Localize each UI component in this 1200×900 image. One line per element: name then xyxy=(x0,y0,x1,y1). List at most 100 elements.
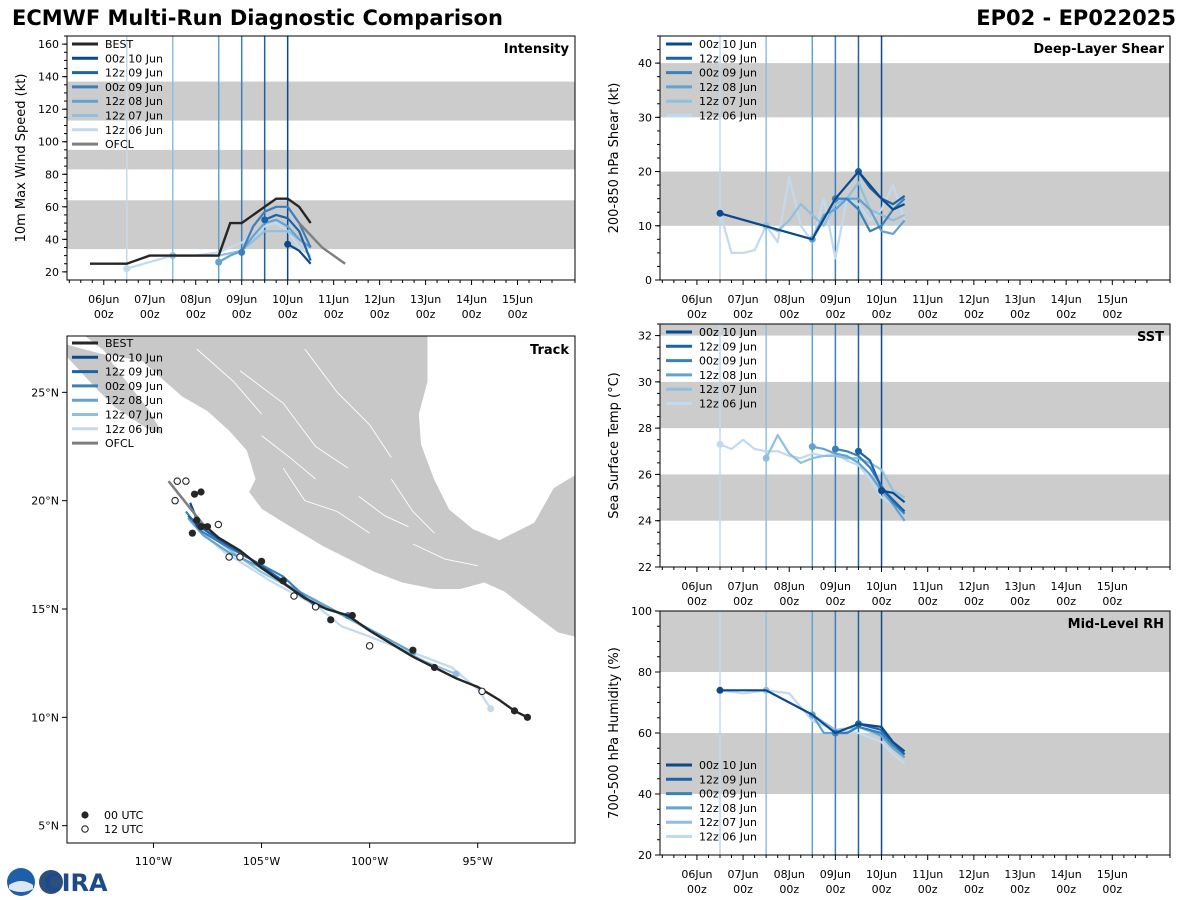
y-tick-label: 20 xyxy=(638,166,652,179)
x-tick-label: 14Jun xyxy=(1051,293,1082,306)
legend-label: 12z 08 Jun xyxy=(105,394,163,407)
y-tick-label: 40 xyxy=(638,788,652,801)
x-tick-label: 14Jun xyxy=(1051,868,1082,881)
series-line-00z-09-jun xyxy=(835,447,906,515)
x-tick-sublabel: 00z xyxy=(872,595,892,608)
track-start-marker xyxy=(487,705,495,713)
threshold-band xyxy=(660,171,1170,226)
legend-label: 12z 09 Jun xyxy=(699,773,757,786)
state-border xyxy=(261,435,316,480)
x-tick-sublabel: 00z xyxy=(779,883,799,896)
y-tick-label: 0 xyxy=(645,274,652,287)
track-panel: 110°W 105°W 100°W 95°W 5°N 10°N 15°N 20°N 25°N Tr… xyxy=(31,335,576,868)
x-tick-sublabel: 00z xyxy=(825,883,845,896)
series-start-marker xyxy=(238,248,246,256)
x-tick-sublabel: 00z xyxy=(779,595,799,608)
x-tick-label: 13Jun xyxy=(1004,580,1035,593)
legend-label: 00z 09 Jun xyxy=(699,788,757,801)
y-axis-label: 700-500 hPa Humidity (%) xyxy=(607,647,622,819)
x-tick-label: 09Jun xyxy=(820,293,851,306)
x-tick-sublabel: 00z xyxy=(186,308,206,321)
y-tick-label: 26 xyxy=(638,468,652,481)
x-tick-sublabel: 00z xyxy=(964,308,984,321)
lon-tick-label: 95°W xyxy=(463,855,493,868)
plot-frame xyxy=(659,323,1171,568)
state-border xyxy=(390,478,435,534)
lon-tick-label: 110°W xyxy=(135,855,172,868)
state-border xyxy=(412,543,478,567)
y-tick-label: 40 xyxy=(45,233,59,246)
best-point-12utc xyxy=(290,592,298,600)
threshold-band xyxy=(660,733,1170,794)
series-start-marker xyxy=(716,440,724,448)
x-tick-sublabel: 00z xyxy=(825,308,845,321)
x-tick-label: 06Jun xyxy=(681,580,712,593)
x-tick-label: 12Jun xyxy=(364,293,395,306)
legend-label: 12z 08 Jun xyxy=(699,369,757,382)
legend-label: 12z 06 Jun xyxy=(699,110,757,123)
x-tick-label: 12Jun xyxy=(958,293,989,306)
legend-label: 12z 09 Jun xyxy=(699,340,757,353)
x-tick-label: 13Jun xyxy=(1004,293,1035,306)
legend-label: 00z 10 Jun xyxy=(105,351,163,364)
legend-label: 12z 08 Jun xyxy=(699,802,757,815)
x-tick-label: 08Jun xyxy=(774,868,805,881)
cira-logo: CIRA xyxy=(7,868,108,897)
x-tick-sublabel: 00z xyxy=(1102,308,1122,321)
legend-marker-00utc xyxy=(81,811,89,819)
legend-label: 00z 09 Jun xyxy=(699,67,757,80)
x-tick-sublabel: 00z xyxy=(1056,308,1076,321)
x-tick-sublabel: 00z xyxy=(687,883,707,896)
threshold-band xyxy=(67,200,575,250)
series-line-12z-07-jun xyxy=(765,433,906,499)
x-tick-sublabel: 00z xyxy=(1010,883,1030,896)
map-group xyxy=(67,336,575,721)
legend-label: 12z 07 Jun xyxy=(105,110,163,123)
best-point-12utc xyxy=(365,642,374,650)
x-tick-sublabel: 00z xyxy=(278,308,298,321)
map-frame xyxy=(66,335,576,844)
x-tick-label: 07Jun xyxy=(727,293,758,306)
panel-title: Intensity xyxy=(504,42,570,57)
y-tick-label: 120 xyxy=(38,103,59,116)
legend-label: 12z 06 Jun xyxy=(105,423,163,436)
y-tick-label: 24 xyxy=(638,515,652,528)
x-tick-label: 11Jun xyxy=(318,293,349,306)
x-tick-label: 08Jun xyxy=(180,293,211,306)
series-group xyxy=(716,433,906,522)
legend-label: 12z 06 Jun xyxy=(699,831,757,844)
legend-label: 12z 07 Jun xyxy=(699,816,757,829)
x-tick-label: 13Jun xyxy=(1004,868,1035,881)
x-tick-label: 14Jun xyxy=(456,293,487,306)
y-tick-label: 60 xyxy=(638,727,652,740)
best-point-00utc xyxy=(257,557,266,565)
series-group xyxy=(716,686,906,765)
series-line-12z-09-jun xyxy=(264,213,312,261)
legend-label: 12z 07 Jun xyxy=(699,95,757,108)
lat-tick-label: 5°N xyxy=(38,820,59,833)
y-tick-label: 80 xyxy=(45,168,59,181)
x-tick-label: 10Jun xyxy=(866,580,897,593)
legend-label: 00z 09 Jun xyxy=(105,380,163,393)
series-start-marker xyxy=(215,258,223,266)
legend-label: 12z 07 Jun xyxy=(699,383,757,396)
x-tick-sublabel: 00z xyxy=(508,308,528,321)
y-tick-label: 22 xyxy=(638,561,652,574)
cira-logo-text: CIRA xyxy=(44,869,108,897)
legend-label: 00z 09 Jun xyxy=(105,81,163,94)
y-tick-label: 30 xyxy=(638,111,652,124)
legend-label: 12z 08 Jun xyxy=(699,81,757,94)
best-point-12utc xyxy=(478,687,486,696)
x-tick-sublabel: 00z xyxy=(1056,883,1076,896)
x-tick-label: 12Jun xyxy=(958,580,989,593)
series-start-marker xyxy=(284,240,292,248)
x-tick-label: 10Jun xyxy=(866,868,897,881)
series-group xyxy=(89,197,346,273)
lat-tick-label: 15°N xyxy=(31,603,59,616)
y-axis-label: 10m Max Wind Speed (kt) xyxy=(14,74,29,243)
x-tick-sublabel: 00z xyxy=(687,308,707,321)
y-tick-label: 40 xyxy=(638,57,652,70)
y-tick-label: 160 xyxy=(38,38,59,51)
best-point-12utc xyxy=(173,477,181,485)
x-tick-sublabel: 00z xyxy=(872,883,892,896)
